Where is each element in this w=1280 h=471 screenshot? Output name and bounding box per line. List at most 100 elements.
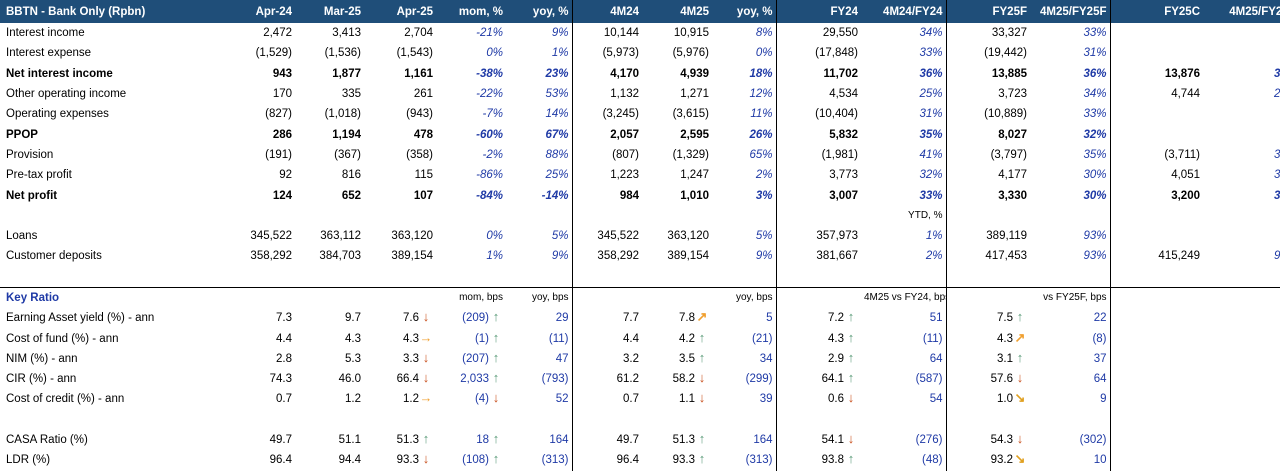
row-label: Loans <box>6 230 38 243</box>
blank-cell <box>295 286 364 309</box>
value-cell: 2,033 ↑ <box>436 369 506 389</box>
value-cell: (17,848) <box>775 43 861 64</box>
blank-cell <box>642 206 712 226</box>
blank-cell <box>571 205 642 226</box>
value-cell: 107 <box>413 189 433 202</box>
value-cell: (10,404) <box>775 104 861 125</box>
blank-cell <box>571 286 642 309</box>
trend-down-arrow-icon: ↓ <box>1016 370 1024 386</box>
value-cell: (1,018) <box>324 108 361 121</box>
row-label: CASA Ratio (%) <box>6 434 88 447</box>
blank-cell <box>295 206 364 226</box>
value-cell: 3,723 <box>945 83 1030 105</box>
value-cell: 4,939 <box>680 67 709 80</box>
value-cell: -2% <box>482 148 503 161</box>
value-cell: 2,704 <box>404 27 433 40</box>
value-cell: 25% <box>919 88 943 101</box>
value-cell: (367) <box>334 148 361 161</box>
value-cell: 1.0 ↘ <box>945 389 1030 410</box>
value-cell: 335 <box>341 88 361 101</box>
value-cell: (1,981) <box>775 144 861 166</box>
value-cell: 164 <box>753 434 773 447</box>
value-cell: 61.2 <box>571 369 642 390</box>
value-cell: 22 <box>1093 312 1107 325</box>
trend-down-arrow-icon: ↓ <box>847 390 855 406</box>
blank-cell <box>1203 349 1280 369</box>
value-cell: 2,057 <box>571 124 642 145</box>
column-header: Apr-25 <box>364 0 436 23</box>
value-cell: 34% <box>1083 88 1107 101</box>
blank-cell <box>775 409 861 430</box>
trend-down-arrow-icon: ↓ <box>698 370 706 386</box>
value-cell: 64 <box>929 352 943 365</box>
value-cell: 57.6 ↓ <box>945 369 1030 390</box>
value-cell: 33% <box>919 189 943 202</box>
blank-cell <box>436 267 506 288</box>
blank-cell <box>1109 308 1203 329</box>
blank-cell <box>436 206 506 226</box>
row-label: PPOP <box>6 128 38 141</box>
value-cell: 31% <box>919 108 943 121</box>
value-cell: 32% <box>919 169 943 182</box>
blank-cell <box>1203 430 1280 450</box>
value-cell: 65% <box>749 148 773 161</box>
spacer-row <box>0 409 1280 430</box>
value-cell: 3,330 <box>945 185 1030 206</box>
blank-cell <box>1109 205 1203 226</box>
value-cell <box>1203 43 1280 63</box>
value-cell: 93.3 ↑ <box>642 450 712 470</box>
value-cell: 652 <box>341 189 361 202</box>
yoy-bps-label: yoy, bps <box>712 286 776 309</box>
value-cell: (3,797) <box>945 144 1030 166</box>
column-header: FY25F <box>945 0 1030 23</box>
value-cell: 12% <box>749 88 773 101</box>
value-cell: (1,536) <box>324 47 361 60</box>
ytd-label: YTD, % <box>908 209 943 221</box>
mom-bps-label: mom, bps <box>436 286 506 309</box>
blank-cell <box>226 267 295 288</box>
value-cell: 51 <box>929 312 943 325</box>
value-cell: 31% <box>1273 169 1280 182</box>
value-cell: 1% <box>486 250 503 263</box>
value-cell: 0% <box>486 230 503 243</box>
blank-cell <box>364 286 436 309</box>
column-header: 4M25/FY25F <box>1030 0 1110 23</box>
value-cell: 389,119 <box>945 225 1030 247</box>
blank-cell <box>1203 308 1280 328</box>
row-label: CIR (%) - ann <box>6 373 77 386</box>
row-label: Net profit <box>6 189 58 202</box>
value-cell: (827) <box>265 108 292 121</box>
table-row: Loans 345,522 363,112 363,120 0% 5% 345,522 363… <box>0 225 1280 247</box>
column-header: 4M25/FY25C <box>1203 0 1280 23</box>
vs-fy25f-label: vs FY25F, bps <box>1030 286 1110 309</box>
value-text: 64.1 <box>821 373 844 386</box>
value-cell: (3,711) <box>1109 144 1203 166</box>
trend-diagdown-arrow-icon: ↘ <box>1014 451 1026 467</box>
trend-up-arrow-icon: ↑ <box>422 431 430 447</box>
value-cell: 115 <box>414 169 433 182</box>
table-row: Provision (191) (367) (358) -2% 88% (807) (1,32… <box>0 144 1280 166</box>
value-cell: 0.7 <box>571 389 642 410</box>
trend-up-arrow-icon: ↑ <box>492 370 500 386</box>
value-cell: 2% <box>925 250 943 263</box>
blank-cell <box>642 410 712 430</box>
value-text: 57.6 <box>990 373 1013 386</box>
blank-cell <box>571 266 642 288</box>
value-text: (209) <box>462 312 489 325</box>
value-cell: 389,154 <box>667 250 709 263</box>
value-text: 7.5 <box>997 312 1013 325</box>
value-cell: -84% <box>476 189 503 202</box>
value-cell: 33% <box>1083 27 1107 40</box>
value-text: 2,033 <box>460 373 489 386</box>
value-cell: 7.5 ↑ <box>945 308 1030 329</box>
trend-up-arrow-icon: ↑ <box>847 451 855 467</box>
value-cell: 54.1 ↓ <box>775 429 861 451</box>
value-cell: 33,327 <box>945 23 1030 44</box>
value-text: 54.3 <box>990 434 1013 447</box>
blank-cell <box>364 267 436 288</box>
value-cell: 1,877 <box>332 67 361 80</box>
value-cell: 5.3 <box>345 352 361 365</box>
value-cell: 124 <box>272 189 292 202</box>
value-cell: (807) <box>571 144 642 166</box>
trend-down-arrow-icon: ↓ <box>492 390 500 406</box>
